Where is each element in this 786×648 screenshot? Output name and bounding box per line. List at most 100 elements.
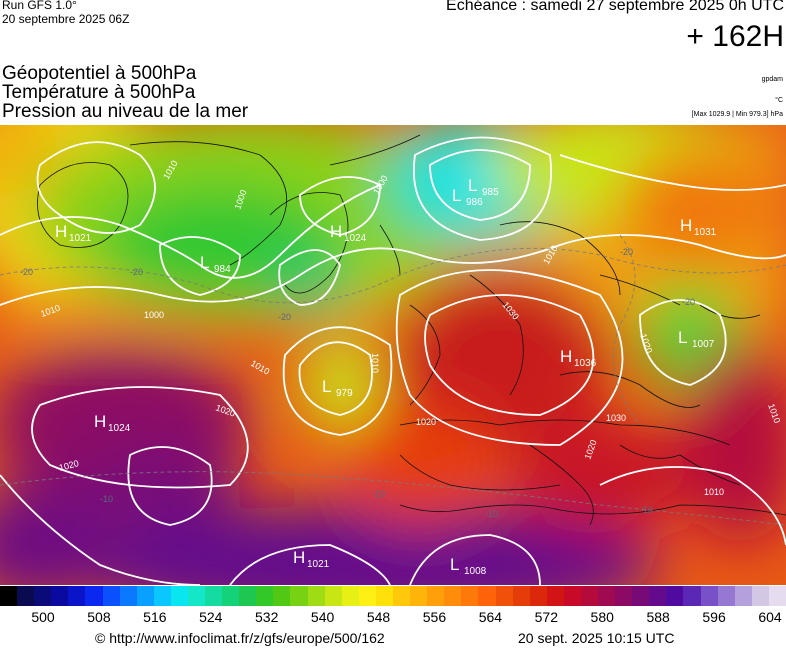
color-scale-label: 556 xyxy=(422,609,447,625)
pressure-center-letter: H xyxy=(94,412,106,431)
isobars xyxy=(0,136,786,585)
pressure-center-letter: H xyxy=(293,548,305,567)
color-scale-swatch xyxy=(0,586,18,606)
color-scale-swatch xyxy=(427,586,445,606)
isobar-label: 1010 xyxy=(704,487,724,497)
unit-temperature: °C xyxy=(775,97,783,104)
color-scale-swatch xyxy=(444,586,462,606)
color-scale-label: 516 xyxy=(143,609,167,625)
pressure-center-value: 1024 xyxy=(344,233,367,244)
color-scale-label: 572 xyxy=(534,609,558,625)
pressure-center-value: 1008 xyxy=(464,566,487,577)
color-scale-swatch xyxy=(393,586,411,606)
color-scale-swatch xyxy=(102,586,121,606)
color-scale-swatch xyxy=(478,586,497,606)
isotherm-label: -10 xyxy=(372,489,385,499)
color-scale-swatch xyxy=(683,586,702,606)
run-title: Run GFS 1.0° xyxy=(2,0,77,12)
pressure-center-letter: L xyxy=(468,176,477,195)
pressure-center-letter: H xyxy=(680,216,692,235)
color-scale-swatch xyxy=(85,586,104,606)
footer-source-url: © http://www.infoclimat.fr/z/gfs/europe/… xyxy=(95,630,385,646)
pressure-center-letter: H xyxy=(330,222,342,241)
color-scale-swatch xyxy=(341,586,360,606)
color-scale-swatch xyxy=(222,586,240,606)
color-scale-swatch xyxy=(529,586,548,606)
color-scale-label: 508 xyxy=(87,609,111,625)
pressure-center-value: 1031 xyxy=(694,227,717,238)
unit-pressure-range: [Max 1029.9 | Min 979.3] hPa xyxy=(691,111,783,118)
color-scale-swatch xyxy=(700,586,719,606)
color-scale-swatch xyxy=(273,586,292,606)
field-title-pressure: Pression au niveau de la mer xyxy=(2,101,249,122)
pressure-center-value: 1021 xyxy=(307,559,330,570)
pressure-center-letter: H xyxy=(560,347,572,366)
pressure-center-letter: H xyxy=(55,222,67,241)
color-scale-swatch xyxy=(563,586,582,606)
pressure-center-letter: L xyxy=(322,377,331,396)
isobar-label: 1030 xyxy=(606,413,626,423)
color-scale-swatch xyxy=(119,586,138,606)
color-scale-swatch xyxy=(495,586,514,606)
pressure-center-letter: L xyxy=(678,328,687,347)
pressure-center-value: 984 xyxy=(214,264,231,275)
forecast-valid-time: Echéance : samedi 27 septembre 2025 0h U… xyxy=(446,0,784,14)
color-scale-swatch xyxy=(649,586,667,606)
color-scale-swatch xyxy=(768,586,786,606)
isotherm-label: -20 xyxy=(620,247,633,257)
pressure-center-value: 1036 xyxy=(574,358,597,369)
color-scale-swatch xyxy=(153,586,172,606)
color-scale-swatch xyxy=(290,586,309,606)
pressure-center-value: 1007 xyxy=(692,339,715,350)
color-scale-swatch xyxy=(205,586,223,606)
isotherm-label: -10 xyxy=(485,509,498,519)
pressure-center-value: 986 xyxy=(466,197,483,208)
color-scale-label: 524 xyxy=(199,609,223,625)
pressure-center-letter: L xyxy=(450,555,459,574)
pressure-center-value: 985 xyxy=(482,187,499,198)
color-scale-label: 580 xyxy=(590,609,614,625)
color-scale-swatch xyxy=(751,586,770,606)
color-scale-swatch xyxy=(239,586,257,606)
pressure-center-value: 1024 xyxy=(108,423,131,434)
color-scale-label: 532 xyxy=(255,609,279,625)
field-title-geopotential: Géopotentiel à 500hPa xyxy=(2,63,197,84)
color-scale-swatch xyxy=(17,586,35,606)
color-scale-label: 540 xyxy=(310,609,335,625)
geopotential-color-field xyxy=(0,125,786,585)
color-scale-label: 596 xyxy=(702,609,726,625)
color-scale-swatch xyxy=(51,586,69,606)
run-date: 20 septembre 2025 06Z xyxy=(2,12,130,26)
pressure-center-value: 979 xyxy=(336,388,353,399)
coastlines xyxy=(37,134,786,526)
color-scale-label: 588 xyxy=(646,609,670,625)
isotherm-label: -10 xyxy=(640,505,653,515)
isotherm-label: -20 xyxy=(130,267,143,277)
color-scale-swatch xyxy=(68,586,87,606)
footer-timestamp: 20 sept. 2025 10:15 UTC xyxy=(518,630,675,646)
isobar-label: 1020 xyxy=(416,417,436,427)
color-scale-swatch xyxy=(615,586,633,606)
color-scale-swatch xyxy=(358,586,377,606)
pressure-center-letter: L xyxy=(200,253,209,272)
field-title-temperature: Température à 500hPa xyxy=(2,82,196,103)
color-scale-swatch xyxy=(34,586,52,606)
color-scale-swatch xyxy=(307,586,326,606)
color-scale-label: 548 xyxy=(366,609,391,625)
isotherm-label: -20 xyxy=(278,312,291,322)
color-scale-swatch xyxy=(632,586,650,606)
color-scale-swatch xyxy=(324,586,343,606)
color-scale-label: 564 xyxy=(478,609,503,625)
isotherm-label: -20 xyxy=(682,297,695,307)
color-scale-swatch xyxy=(734,586,753,606)
color-scale-bar xyxy=(0,586,786,606)
color-scale-swatch xyxy=(170,586,189,606)
isobar-label: 1010 xyxy=(370,353,380,373)
unit-geopotential: gpdam xyxy=(761,76,783,83)
color-scale-swatch xyxy=(461,586,480,606)
color-scale-swatch xyxy=(546,586,565,606)
isotherm-labels: -20 -20 -20 -20 -20 -10 -10 -10 -10 xyxy=(20,247,695,519)
color-scale-swatch xyxy=(256,586,274,606)
color-scale-label: 604 xyxy=(758,609,782,625)
color-scale-labels: 500 508 516 524 532 540 548 556 564 572 580 588 596 6… xyxy=(0,609,786,627)
